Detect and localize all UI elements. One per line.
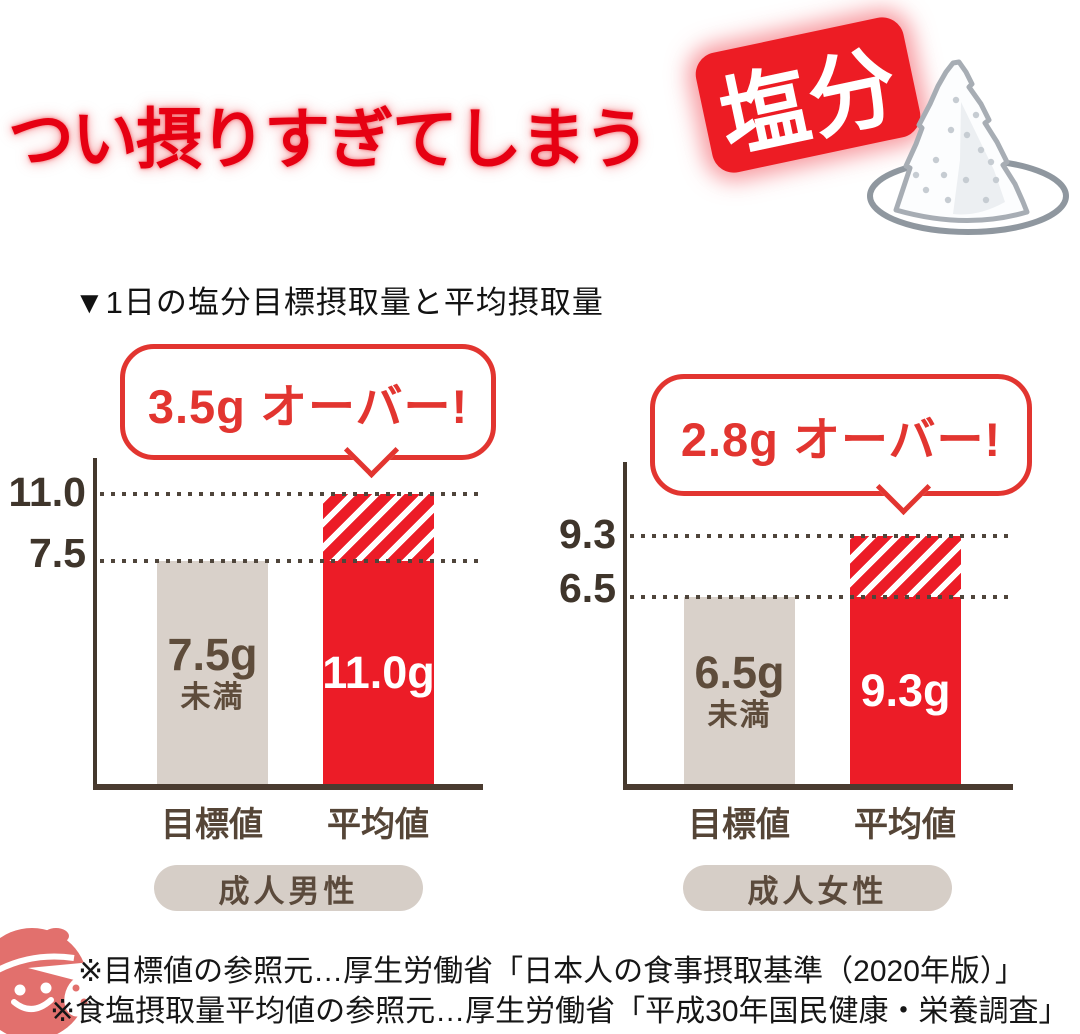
x-label-average: 平均値	[327, 806, 429, 844]
average-value: 9.3g	[860, 664, 951, 716]
target-value: 6.5g	[694, 646, 785, 698]
group-label-male: 成人男性	[154, 865, 423, 911]
average-value: 11.0g	[322, 646, 435, 698]
y-tick-9.3: 9.3	[559, 511, 616, 557]
y-axis	[93, 458, 97, 788]
overage-callout-female: 2.8g オーバー!	[650, 374, 1032, 496]
y-axis	[623, 462, 627, 788]
footnote-average-source: ※食塩摂取量平均値の参照元…厚生労働省「平成30年国民健康・栄養調査」	[50, 995, 1069, 1028]
guide-line-average	[100, 492, 483, 496]
y-tick-11.0: 11.0	[8, 469, 86, 515]
chart-heading: ▼1日の塩分目標摂取量と平均摂取量	[74, 285, 604, 320]
x-axis	[623, 784, 1013, 790]
guide-line-target	[100, 559, 483, 563]
group-label-female: 成人女性	[683, 865, 952, 911]
average-bar-female: 9.3g	[850, 536, 961, 784]
footnote-target-source: ※目標値の参照元…厚生労働省「日本人の食事摂取基準（2020年版）」	[78, 955, 1025, 988]
overage-callout-female-text: 2.8g オーバー!	[680, 412, 1002, 466]
overage-hatch	[323, 494, 434, 561]
target-bar-male: 7.5g 未満	[157, 561, 268, 784]
x-label-average: 平均値	[854, 806, 956, 844]
salt-pile-icon	[867, 59, 1069, 235]
page-title: つい摂りすぎてしまう	[8, 102, 650, 176]
y-tick-6.5: 6.5	[559, 565, 616, 611]
guide-line-target	[630, 595, 1010, 599]
average-bar-male: 11.0g	[322, 494, 435, 784]
target-value: 7.5g	[167, 628, 258, 680]
x-label-target: 目標値	[688, 806, 790, 844]
guide-line-average	[630, 534, 1010, 538]
pot-mascot-icon	[0, 928, 96, 1034]
overage-hatch	[850, 536, 961, 597]
overage-callout-male-text: 3.5g オーバー!	[147, 379, 469, 433]
target-qualifier: 未満	[707, 698, 772, 732]
overage-callout-male: 3.5g オーバー!	[120, 344, 496, 460]
target-qualifier: 未満	[180, 680, 245, 714]
y-tick-7.5: 7.5	[29, 530, 86, 576]
x-axis	[93, 784, 483, 790]
target-bar-female: 6.5g 未満	[684, 597, 795, 784]
x-label-target: 目標値	[161, 806, 263, 844]
